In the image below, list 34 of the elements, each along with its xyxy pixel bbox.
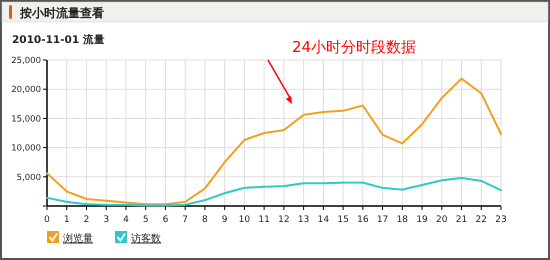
x-tick-label: 17: [376, 215, 388, 225]
y-tick-label: 5,000: [16, 172, 41, 183]
legend-label: 浏览量: [63, 232, 93, 244]
x-tick-label: 19: [416, 215, 428, 225]
x-tick-label: 8: [202, 215, 208, 225]
x-tick-label: 6: [162, 215, 169, 225]
x-tick-label: 23: [495, 215, 507, 225]
x-tick-label: 9: [222, 215, 228, 225]
x-tick-label: 21: [456, 215, 468, 225]
x-tick-label: 2: [84, 215, 90, 225]
x-tick-label: 1: [64, 215, 70, 225]
x-tick-label: 18: [396, 215, 408, 225]
chart-title: 按小时流量查看: [19, 6, 104, 20]
x-tick-label: 14: [318, 215, 330, 225]
x-tick-label: 7: [182, 215, 188, 225]
y-tick-label: 20,000: [11, 85, 41, 96]
x-tick-label: 10: [238, 215, 250, 225]
x-tick-label: 22: [476, 215, 487, 225]
text: 24小时分时段数据: [292, 38, 416, 56]
x-tick-label: 12: [278, 215, 290, 225]
y-tick-label: 25,000: [11, 56, 41, 66]
x-tick-label: 13: [298, 215, 310, 225]
legend-label: 访客数: [131, 232, 161, 244]
x-tick-label: 3: [103, 215, 110, 225]
y-tick-label: 15,000: [11, 114, 41, 124]
x-tick-label: 5: [142, 215, 149, 225]
x-tick-label: 0: [44, 215, 50, 225]
x-tick-label: 4: [123, 215, 130, 225]
x-tick-label: 20: [436, 215, 448, 225]
y-tick-label: 10,000: [11, 144, 41, 154]
chart-subtitle: 2010-11-01 流量: [12, 33, 105, 46]
x-tick-label: 16: [357, 215, 369, 225]
x-tick-label: 11: [258, 215, 270, 225]
x-tick-label: 15: [337, 215, 349, 225]
